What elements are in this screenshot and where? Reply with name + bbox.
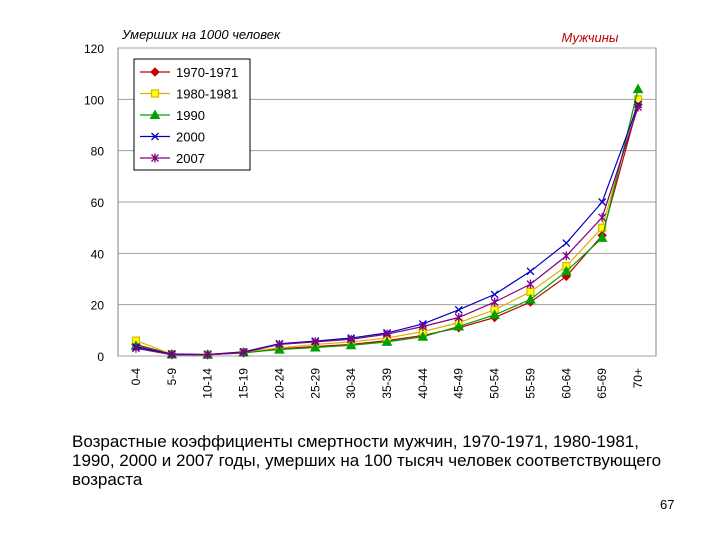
x-tick-label: 40-44 (416, 368, 430, 399)
x-tick-label: 10-14 (201, 368, 215, 399)
data-point-1990 (453, 320, 465, 331)
data-point-2007 (383, 329, 391, 339)
x-tick-label: 35-39 (380, 368, 394, 399)
data-point-1990 (596, 232, 608, 242)
x-tick-label: 45-49 (452, 368, 466, 399)
y-tick-label: 120 (84, 42, 104, 56)
data-point-2007 (562, 251, 571, 261)
data-point-1990 (489, 309, 500, 319)
page-number: 67 (660, 497, 675, 512)
figure-caption: Возрастные коэффициенты смертности мужчи… (72, 432, 662, 489)
data-point-2000 (454, 305, 463, 314)
y-tick-label: 40 (91, 247, 105, 261)
data-point-2007 (347, 334, 356, 344)
legend-marker-2007 (151, 153, 159, 163)
x-tick-label: 70+ (631, 368, 645, 388)
y-tick-label: 0 (97, 350, 104, 364)
data-point-1990 (309, 342, 321, 352)
data-point-2007 (634, 102, 643, 112)
data-point-2007 (490, 297, 499, 307)
y-axis-label: Умерших на 1000 человек (121, 27, 281, 42)
data-point-2000 (598, 198, 607, 206)
data-point-1990 (381, 336, 393, 346)
y-tick-label: 100 (84, 93, 104, 107)
x-tick-label: 5-9 (165, 368, 179, 386)
legend-marker-1970-1971 (150, 67, 160, 77)
legend-marker-1980-1981 (150, 89, 160, 98)
data-point-2007 (454, 313, 463, 322)
data-point-2007 (418, 321, 427, 331)
mortality-chart: Мужчины Умерших на 1000 человек 0 20 40 60 8… (84, 27, 657, 399)
data-point-2007 (598, 212, 607, 222)
x-tick-label: 30-34 (344, 368, 358, 399)
data-point-1980-1981 (598, 223, 607, 232)
data-point-1990 (417, 331, 429, 341)
y-tick-label: 80 (91, 145, 105, 159)
data-point-2000 (526, 267, 535, 276)
x-tick-label: 55-59 (523, 368, 537, 399)
data-point-2007 (526, 279, 535, 289)
chart-title: Мужчины (562, 30, 619, 45)
legend-label: 1990 (176, 108, 205, 123)
legend-label: 1970-1971 (176, 65, 238, 80)
y-tick-label: 60 (91, 196, 105, 210)
data-point-1990 (274, 344, 285, 354)
x-tick-label: 25-29 (308, 368, 322, 399)
x-tick-label: 65-69 (595, 368, 609, 399)
data-point-2007 (131, 343, 140, 353)
data-point-2007 (203, 350, 212, 360)
x-tick-label: 20-24 (272, 368, 286, 399)
data-point-1990 (525, 294, 536, 304)
legend-label: 2007 (176, 151, 205, 166)
legend-marker-2000 (151, 132, 159, 141)
data-point-1990 (345, 339, 357, 350)
data-point-2007 (275, 339, 284, 349)
data-point-1990 (560, 265, 572, 276)
y-tick-label: 20 (91, 299, 105, 313)
x-tick-label: 50-54 (488, 368, 502, 399)
data-point-1990 (632, 83, 644, 94)
x-tick-label: 0-4 (129, 368, 143, 386)
legend-marker-1990 (149, 109, 161, 119)
data-point-2000 (562, 239, 571, 248)
legend-label: 1980-1981 (176, 87, 238, 102)
data-point-2007 (239, 347, 248, 357)
data-point-2007 (167, 350, 176, 360)
x-tick-label: 60-64 (559, 368, 573, 399)
data-point-2000 (490, 290, 499, 299)
legend-label: 2000 (176, 130, 205, 145)
x-tick-label: 15-19 (237, 368, 251, 399)
data-point-2007 (311, 337, 320, 347)
